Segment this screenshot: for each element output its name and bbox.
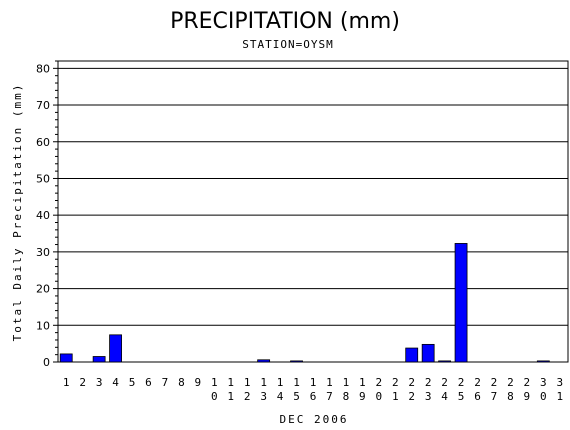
x-tick-label-15: 1 [293,376,300,389]
y-minor-ticks [55,60,58,356]
bar-day-30 [536,360,550,363]
x-tick-label-24: 2 [441,376,448,389]
x-tick-label-22: 2 [408,390,415,403]
bar-day-25 [454,243,468,363]
x-tick-label-9: 9 [195,376,202,389]
x-tick-label-25: 2 [458,376,465,389]
x-tick-label-16: 6 [310,390,317,403]
y-tick-label: 10 [36,319,50,332]
chart-subtitle: STATION=OYSM [242,38,333,51]
bar-day-13 [257,359,271,363]
x-tick-label-23: 3 [425,390,432,403]
x-tick-label-26: 2 [474,376,481,389]
bar-day-4 [109,334,122,363]
x-tick-label-17: 1 [326,376,333,389]
x-tick-label-12: 1 [244,376,251,389]
x-tick-label-18: 1 [343,376,350,389]
bar-day-15 [290,360,303,363]
x-tick-label-4: 4 [112,376,119,389]
x-tick-label-2: 2 [79,376,86,389]
x-tick-label-31: 1 [556,390,563,403]
x-tick-label-25: 5 [458,390,465,403]
plot-frame [57,60,569,363]
x-tick-label-26: 6 [474,390,481,403]
bar-day-22 [405,347,419,363]
x-tick-label-21: 2 [392,376,399,389]
x-tick-label-13: 1 [260,376,267,389]
x-tick-label-13: 3 [260,390,267,403]
x-axis-ticks: 1 2 3 4 5 6 7 8 9 1011121314151617181920212223242… [63,376,563,403]
x-tick-label-30: 3 [540,376,547,389]
x-tick-label-11: 1 [227,376,234,389]
x-tick-label-10: 1 [211,376,218,389]
x-tick-label-18: 8 [343,390,350,403]
x-tick-label-8: 8 [178,376,185,389]
bar-day-24 [438,360,452,363]
bar-day-23 [421,343,435,363]
x-tick-label-22: 2 [408,376,415,389]
x-axis-label: DEC 2006 [280,413,349,426]
x-tick-label-1: 1 [63,376,70,389]
x-tick-label-7: 7 [162,376,169,389]
y-axis-ticks: 0 10 20 30 40 50 60 70 80 [36,62,58,369]
y-tick-label: 70 [36,99,50,112]
x-tick-label-11: 1 [227,390,234,403]
y-axis-label: Total Daily Precipitation (mm) [11,83,24,342]
x-tick-label-15: 5 [293,390,300,403]
chart-title: PRECIPITATION (mm) [170,9,400,34]
x-tick-label-6: 6 [145,376,152,389]
x-tick-label-19: 1 [359,376,366,389]
x-tick-label-20: 2 [375,376,382,389]
x-tick-label-10: 0 [211,390,218,403]
x-tick-label-14: 1 [277,376,284,389]
x-tick-label-21: 1 [392,390,399,403]
x-tick-label-3: 3 [96,376,103,389]
x-tick-label-31: 3 [556,376,563,389]
y-tick-label: 50 [36,172,50,185]
x-tick-label-5: 5 [129,376,136,389]
x-tick-label-23: 2 [425,376,432,389]
x-tick-label-24: 4 [441,390,448,403]
x-tick-label-19: 9 [359,390,366,403]
x-tick-label-29: 9 [524,390,531,403]
x-tick-label-20: 0 [375,390,382,403]
x-tick-label-28: 2 [507,376,514,389]
bar-day-1 [59,353,73,363]
y-tick-label: 0 [43,356,50,369]
x-tick-label-28: 8 [507,390,514,403]
bars [59,243,550,363]
bar-day-3 [92,356,106,363]
y-tick-label: 20 [36,283,50,296]
y-tick-label: 60 [36,136,50,149]
x-tick-label-30: 0 [540,390,547,403]
x-tick-label-17: 7 [326,390,333,403]
y-tick-label: 30 [36,246,50,259]
y-tick-label: 80 [36,62,50,75]
x-tick-label-27: 7 [491,390,498,403]
x-tick-label-14: 4 [277,390,284,403]
x-tick-label-16: 1 [310,376,317,389]
x-tick-label-29: 2 [524,376,531,389]
x-tick-label-27: 2 [491,376,498,389]
x-tick-label-12: 2 [244,390,251,403]
grid-lines [58,67,568,326]
y-tick-label: 40 [36,209,50,222]
